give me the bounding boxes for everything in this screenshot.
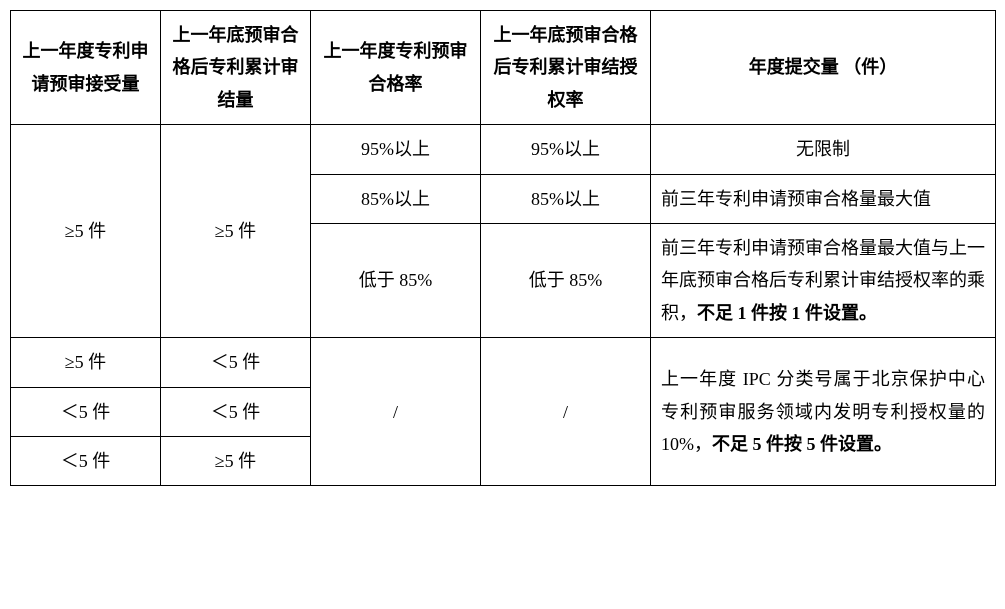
cell-complete-ge5-b: ≥5 件 [161, 436, 311, 485]
cell-complete-lt5: ＜5 件 [161, 338, 311, 387]
cell-grantrate-85: 85%以上 [481, 174, 651, 223]
cell-grantrate-slash: / [481, 338, 651, 486]
cell-grantrate-lt85: 低于 85% [481, 223, 651, 337]
cell-passrate-slash: / [311, 338, 481, 486]
cell-quota-product: 前三年专利申请预审合格量最大值与上一年底预审合格后专利累计审结授权率的乘积，不足… [651, 223, 996, 337]
table-row: ≥5 件 ≥5 件 95%以上 95%以上 无限制 [11, 125, 996, 174]
header-col5: 年度提交量 （件） [651, 11, 996, 125]
policy-table: 上一年度专利申请预审接受量 上一年底预审合格后专利累计审结量 上一年度专利预审合… [10, 10, 996, 486]
cell-quota-maxprev3: 前三年专利申请预审合格量最大值 [651, 174, 996, 223]
cell-quota-ipc10pct: 上一年度 IPC 分类号属于北京保护中心专利预审服务领域内发明专利授权量的 10… [651, 338, 996, 486]
header-col1: 上一年度专利申请预审接受量 [11, 11, 161, 125]
header-row: 上一年度专利申请预审接受量 上一年底预审合格后专利累计审结量 上一年度专利预审合… [11, 11, 996, 125]
cell-passrate-95: 95%以上 [311, 125, 481, 174]
cell-accept-ge5: ≥5 件 [11, 125, 161, 338]
cell-accept-lt5: ＜5 件 [11, 387, 161, 436]
cell-complete-lt5-b: ＜5 件 [161, 387, 311, 436]
cell-grantrate-95: 95%以上 [481, 125, 651, 174]
header-col4: 上一年底预审合格后专利累计审结授权率 [481, 11, 651, 125]
table-row: ≥5 件 ＜5 件 / / 上一年度 IPC 分类号属于北京保护中心专利预审服务… [11, 338, 996, 387]
cell-passrate-85: 85%以上 [311, 174, 481, 223]
cell-accept-ge5-b: ≥5 件 [11, 338, 161, 387]
quota-product-bold: 不足 1 件按 1 件设置。 [697, 303, 877, 323]
header-col2: 上一年底预审合格后专利累计审结量 [161, 11, 311, 125]
cell-quota-unlimited: 无限制 [651, 125, 996, 174]
cell-passrate-lt85: 低于 85% [311, 223, 481, 337]
quota-ipc-bold: 不足 5 件按 5 件设置。 [712, 434, 892, 454]
cell-complete-ge5: ≥5 件 [161, 125, 311, 338]
cell-accept-lt5-b: ＜5 件 [11, 436, 161, 485]
header-col3: 上一年度专利预审合格率 [311, 11, 481, 125]
